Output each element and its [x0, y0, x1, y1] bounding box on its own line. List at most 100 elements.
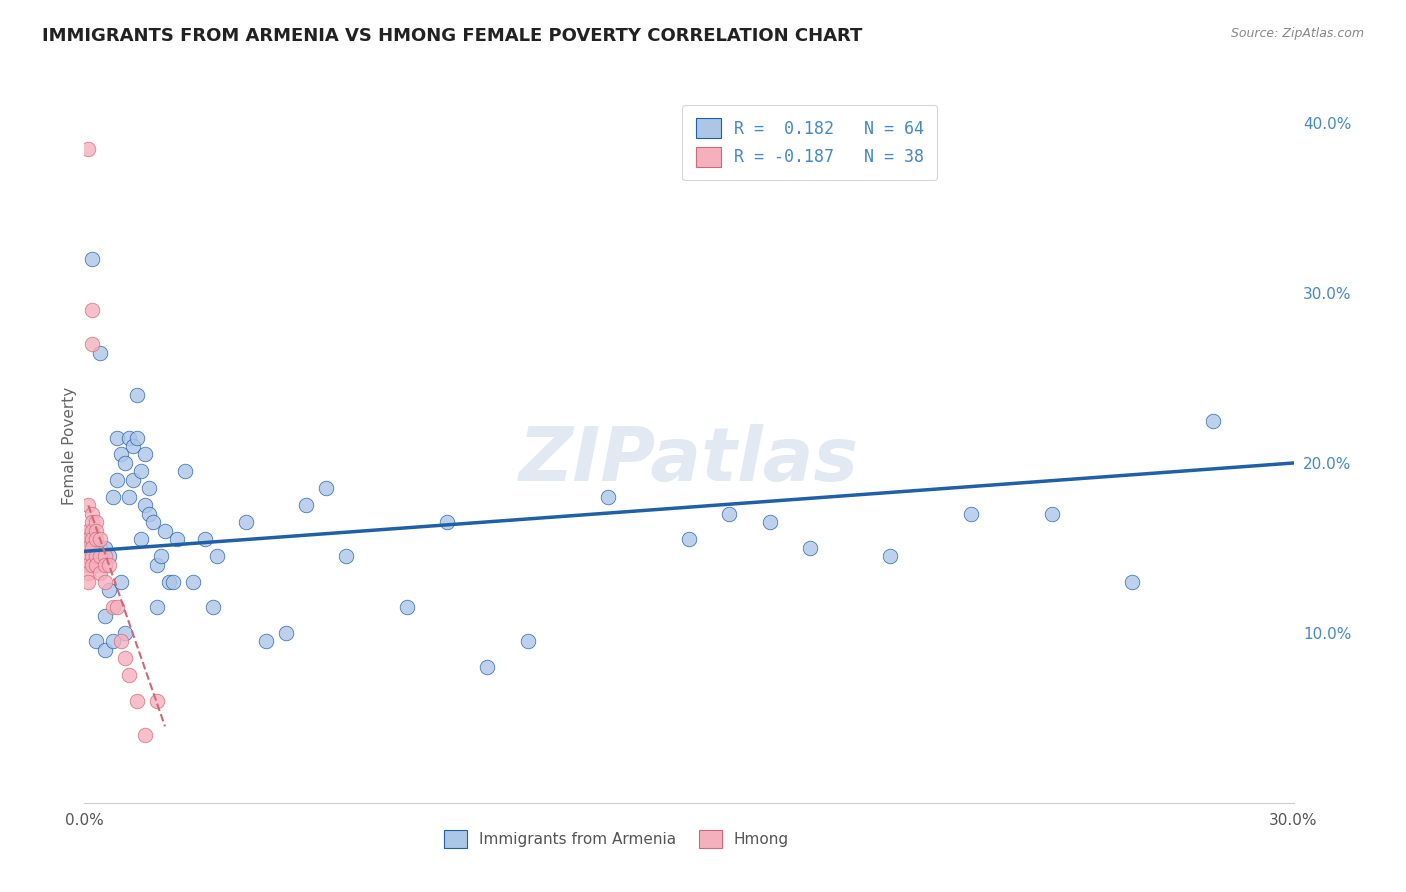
Y-axis label: Female Poverty: Female Poverty [62, 387, 77, 505]
Legend: Immigrants from Armenia, Hmong: Immigrants from Armenia, Hmong [436, 822, 797, 855]
Point [1040, 507, 1063, 521]
Point [77, 499, 100, 513]
Point [101, 634, 124, 648]
Point [93, 549, 115, 564]
Point [138, 507, 160, 521]
Point [598, 490, 620, 504]
Point [960, 507, 983, 521]
Point [254, 634, 277, 648]
Point [77, 574, 100, 589]
Point [335, 549, 357, 564]
Point [121, 473, 143, 487]
Point [77, 558, 100, 572]
Point [77, 549, 100, 564]
Point [718, 507, 741, 521]
Point [82, 524, 104, 538]
Point [118, 430, 141, 444]
Point [146, 558, 169, 572]
Point [93, 574, 115, 589]
Point [274, 626, 297, 640]
Point [105, 473, 128, 487]
Point [162, 574, 184, 589]
Point [758, 516, 780, 530]
Point [82, 303, 104, 318]
Point [89, 541, 111, 555]
Point [77, 533, 100, 547]
Point [110, 634, 132, 648]
Point [142, 516, 165, 530]
Point [125, 430, 148, 444]
Point [101, 600, 124, 615]
Text: Source: ZipAtlas.com: Source: ZipAtlas.com [1230, 27, 1364, 40]
Point [82, 533, 104, 547]
Point [89, 533, 111, 547]
Point [114, 651, 136, 665]
Point [118, 490, 141, 504]
Text: ZIPatlas: ZIPatlas [519, 424, 859, 497]
Point [194, 533, 217, 547]
Point [202, 600, 225, 615]
Point [125, 694, 148, 708]
Point [1202, 413, 1225, 427]
Point [93, 608, 115, 623]
Point [82, 507, 104, 521]
Point [146, 600, 169, 615]
Point [138, 482, 160, 496]
Point [477, 660, 499, 674]
Point [89, 345, 111, 359]
Point [134, 448, 156, 462]
Point [89, 549, 111, 564]
Point [86, 549, 108, 564]
Point [82, 549, 104, 564]
Point [121, 439, 143, 453]
Text: IMMIGRANTS FROM ARMENIA VS HMONG FEMALE POVERTY CORRELATION CHART: IMMIGRANTS FROM ARMENIA VS HMONG FEMALE … [42, 27, 862, 45]
Point [295, 499, 318, 513]
Point [77, 566, 100, 581]
Point [86, 516, 108, 530]
Point [86, 558, 108, 572]
Point [110, 574, 132, 589]
Point [86, 524, 108, 538]
Point [77, 524, 100, 538]
Point [97, 558, 120, 572]
Point [82, 516, 104, 530]
Point [315, 482, 337, 496]
Point [125, 388, 148, 402]
Point [97, 549, 120, 564]
Point [86, 549, 108, 564]
Point [436, 516, 458, 530]
Point [86, 634, 108, 648]
Point [134, 499, 156, 513]
Point [153, 524, 176, 538]
Point [82, 558, 104, 572]
Point [77, 142, 100, 156]
Point [101, 490, 124, 504]
Point [799, 541, 821, 555]
Point [82, 541, 104, 555]
Point [105, 430, 128, 444]
Point [879, 549, 901, 564]
Point [86, 533, 108, 547]
Point [678, 533, 700, 547]
Point [114, 456, 136, 470]
Point [93, 558, 115, 572]
Point [105, 600, 128, 615]
Point [174, 465, 197, 479]
Point [97, 583, 120, 598]
Point [77, 533, 100, 547]
Point [181, 574, 204, 589]
Point [129, 533, 152, 547]
Point [157, 574, 180, 589]
Point [1121, 574, 1143, 589]
Point [166, 533, 188, 547]
Point [235, 516, 257, 530]
Point [395, 600, 418, 615]
Point [146, 694, 169, 708]
Point [207, 549, 229, 564]
Point [134, 728, 156, 742]
Point [118, 668, 141, 682]
Point [149, 549, 172, 564]
Point [129, 465, 152, 479]
Point [110, 448, 132, 462]
Point [82, 337, 104, 351]
